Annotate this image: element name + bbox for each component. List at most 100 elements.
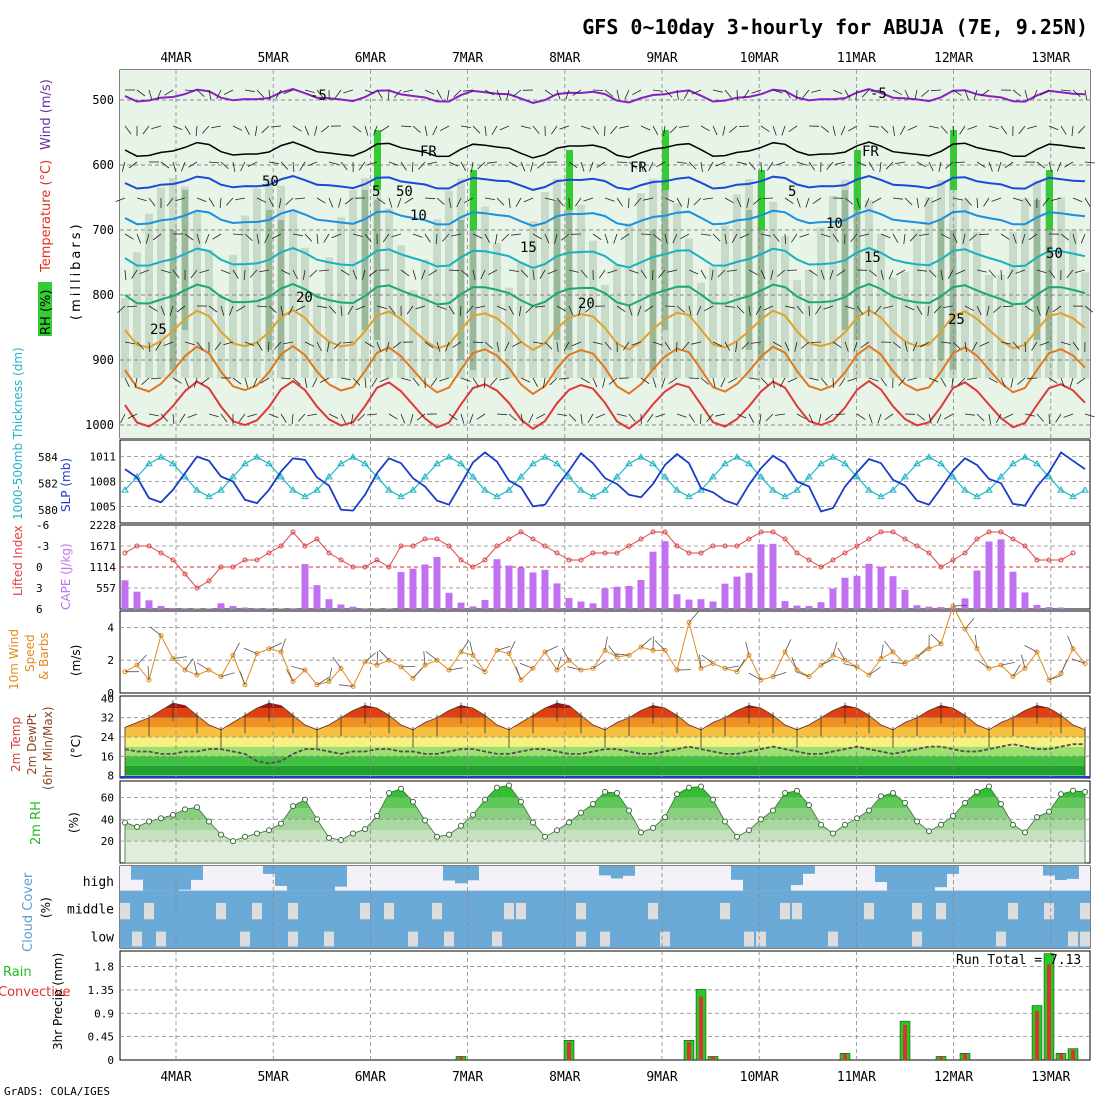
temp-ylabels: 2m Temp 2m DewPt (6hr Min/Max) (°C) [9, 707, 83, 791]
cape-bar [589, 603, 597, 609]
wind-barb [340, 305, 343, 316]
precip-convective-bar [1047, 964, 1051, 1060]
wind-speed-point [830, 652, 836, 658]
wind-barb [1036, 269, 1047, 274]
wind-barb [608, 645, 618, 658]
wind-barb [760, 233, 771, 237]
bottom-date-label: 5MAR [258, 1070, 289, 1085]
wind-barb [480, 269, 486, 280]
wind-barb [646, 413, 654, 423]
cloud-high-bar [191, 866, 203, 880]
rh-band [673, 203, 681, 378]
thickness-point [397, 492, 405, 500]
wind-barb [403, 89, 414, 93]
wind-barb [634, 197, 642, 206]
cape-bar [637, 580, 645, 609]
wind-barb [652, 636, 654, 651]
wind-barb [877, 413, 882, 424]
wind-barb [117, 305, 126, 313]
wind-barb [268, 89, 271, 100]
wind-barb [499, 125, 510, 131]
rh-band [125, 819, 1085, 831]
wind-barb [532, 341, 543, 344]
cloud-ylabel-2: (%) [39, 897, 53, 918]
cape-bar [217, 603, 225, 609]
wind-tick-label: 0 [107, 687, 114, 700]
wind-barb [400, 269, 410, 277]
wind-barb [160, 269, 171, 274]
li-point [674, 543, 680, 549]
wind-barb [712, 341, 723, 347]
wind-barb [460, 377, 471, 382]
wind-barb [832, 89, 843, 95]
pressure-tick-label: 500 [92, 93, 114, 107]
thickness-point [469, 472, 477, 480]
cape-bar [1009, 571, 1017, 609]
wind-barb [1012, 233, 1017, 244]
wind-barb [256, 305, 268, 308]
wind-barb [142, 125, 150, 135]
wind-barb [700, 233, 711, 236]
temp-band [125, 765, 1085, 776]
wind-barb [988, 413, 991, 424]
wind-barb [343, 341, 354, 344]
wind-barb [338, 197, 342, 208]
thickness-point [829, 453, 837, 460]
wind-barb [136, 341, 144, 350]
wind-barb [1060, 660, 1068, 674]
li-point [722, 543, 728, 549]
wind-barb [760, 377, 769, 386]
temp-tick-label: 24 [101, 731, 115, 744]
wind-barb [373, 125, 378, 136]
wind-barb [1036, 161, 1046, 169]
wind-barb [787, 377, 798, 383]
cloud-high-bar [599, 866, 611, 876]
wind-speed-point [578, 667, 584, 673]
wind-barb [440, 125, 450, 132]
cloud-high-bar [803, 866, 815, 874]
wind-barb [868, 269, 878, 277]
wind-barb [292, 377, 301, 385]
thickness-line [124, 456, 1086, 498]
wind-barb [748, 672, 762, 681]
wind-barb [1000, 377, 1006, 388]
cape-bar [289, 608, 297, 609]
rh-band [601, 285, 609, 378]
wind-barb [328, 197, 334, 208]
wind-speed-point [194, 672, 200, 678]
cloud-low-gap [240, 931, 250, 947]
li-tick-label: -3 [36, 540, 49, 553]
cape-bar [709, 601, 717, 609]
precip-ylabel-1: Total / Rain [0, 965, 32, 980]
wind-barb [923, 197, 930, 207]
thickness-point [517, 472, 525, 480]
wind-barb [682, 341, 690, 350]
pressure-tick-label: 700 [92, 223, 114, 237]
wind-barb [944, 413, 954, 420]
wind-barb [512, 341, 522, 348]
rh-point [494, 784, 500, 791]
wind-barb [880, 644, 884, 659]
wind-barb [147, 665, 150, 680]
thickness-point [649, 459, 657, 467]
contour-label: 15 [864, 250, 881, 266]
cloud-high-bar [791, 866, 803, 886]
li-point [134, 543, 140, 549]
wind-barb [871, 89, 882, 92]
wind-barb [856, 197, 860, 208]
wind-barb [532, 125, 540, 135]
wind-barb [892, 341, 902, 349]
wind-barb [943, 305, 954, 308]
wind-barb [820, 269, 825, 280]
wind-barb [544, 197, 555, 201]
wind-barb [940, 341, 951, 344]
rh-point [338, 837, 344, 843]
wind-barb [412, 233, 423, 238]
rh-point [770, 807, 776, 814]
rh-point [374, 813, 380, 819]
wind-barb [120, 413, 126, 424]
wind-barb [292, 125, 302, 132]
wind-barb [986, 305, 990, 316]
wind-speed-point [914, 654, 920, 660]
